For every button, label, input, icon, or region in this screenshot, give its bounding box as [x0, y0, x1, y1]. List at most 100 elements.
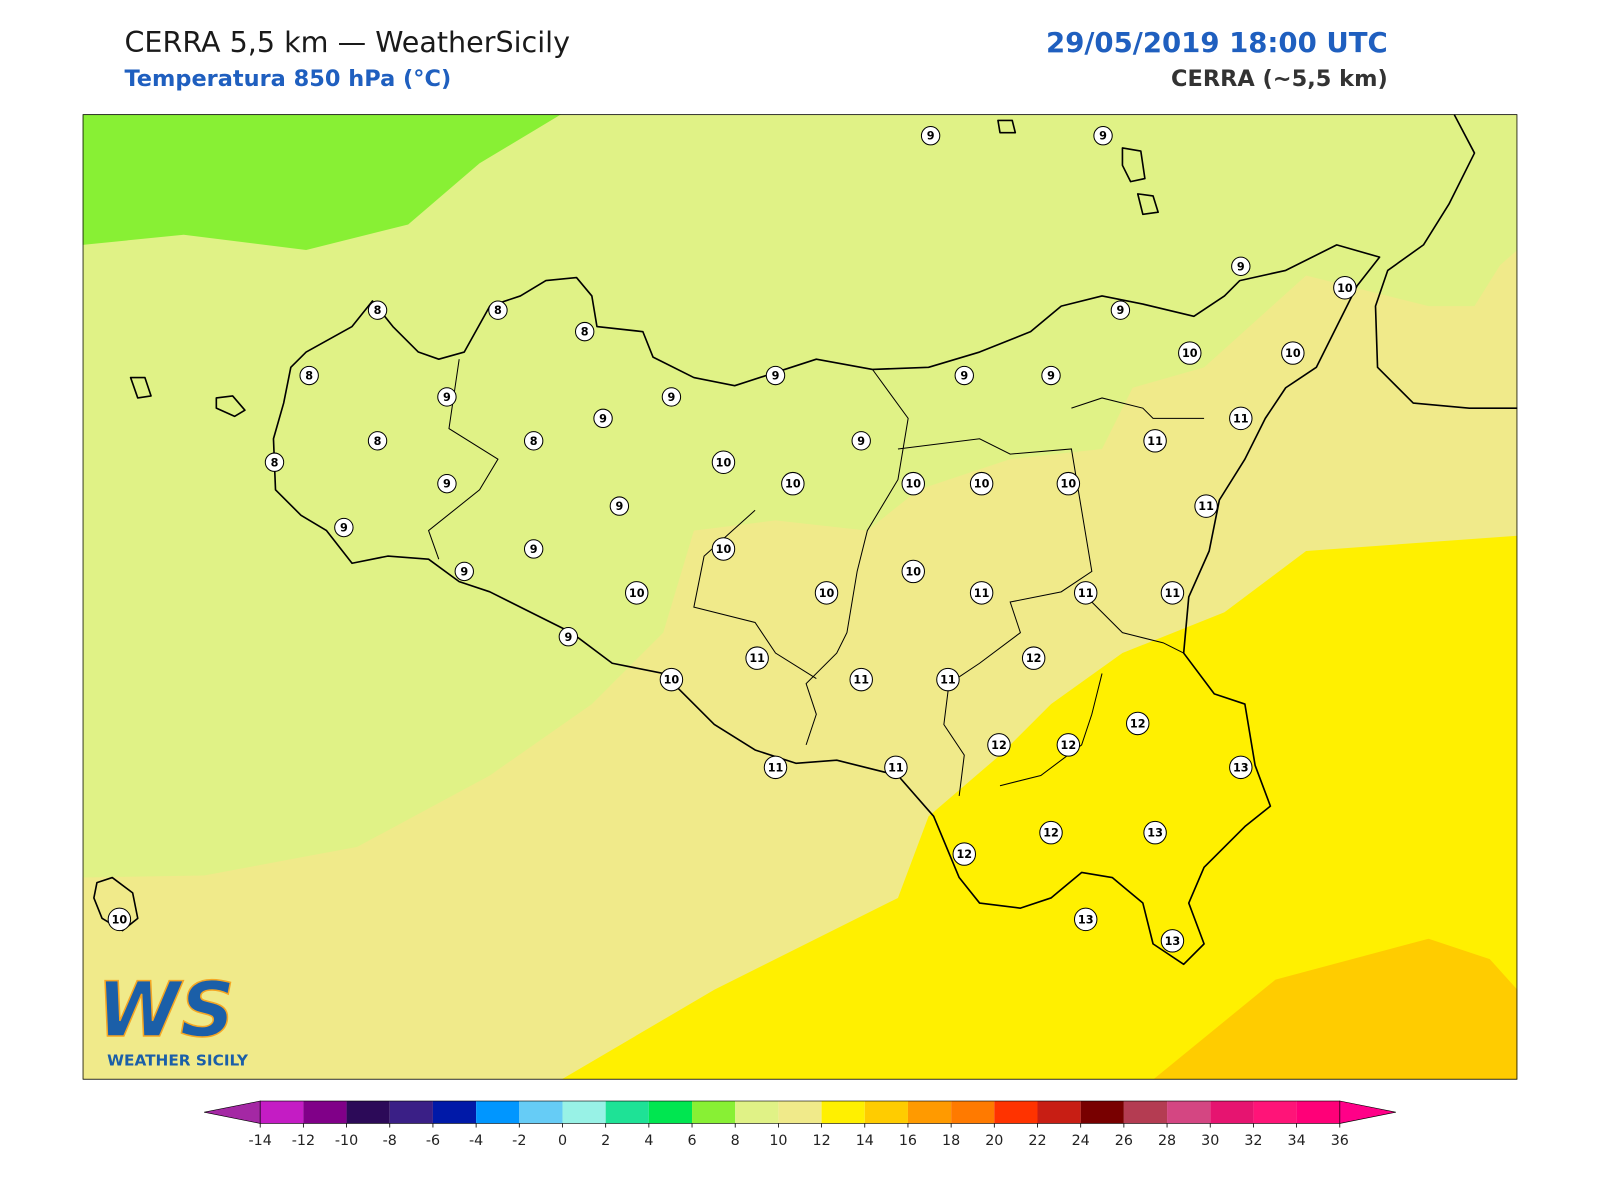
colorbar-segment	[1210, 1101, 1254, 1124]
station-value: 9	[443, 391, 451, 404]
logo-text: WEATHER SICILY	[107, 1052, 249, 1070]
temperature-band	[561, 535, 1518, 1080]
station-value: 9	[960, 370, 968, 383]
egadi	[129, 376, 246, 418]
colorbar-tick-label: 36	[1331, 1133, 1349, 1149]
station-marker	[969, 471, 994, 496]
canvas: CERRA 5,5 km — WeatherSicily Temperatura…	[82, 25, 1518, 1149]
station-value: 8	[374, 304, 382, 317]
colorbar-tick-label: 14	[856, 1133, 874, 1149]
colorbar-segment	[1037, 1101, 1081, 1124]
station-marker	[901, 471, 925, 496]
station-marker	[920, 126, 941, 146]
colorbar-tick-label: 4	[644, 1133, 653, 1149]
colorbar-tick-label: 34	[1288, 1133, 1306, 1149]
station-marker	[1229, 755, 1253, 780]
colorbar-segment	[864, 1101, 908, 1124]
colorbar: -14 -12 -10 -8 -6 -4 -2 0 2 4 6 8 10 12 14 16 18 20 22 24 26…	[204, 1100, 1396, 1149]
coastlines	[82, 114, 1518, 1080]
station-value: 10	[1061, 478, 1077, 491]
station-marker	[574, 321, 595, 342]
station-marker	[851, 431, 871, 451]
station-marker	[454, 561, 474, 582]
station-marker	[936, 667, 960, 692]
station-marker	[1178, 341, 1202, 365]
station-value: 10	[664, 674, 680, 687]
station-value: 9	[1237, 260, 1245, 273]
colorbar-over	[1339, 1100, 1396, 1124]
station-value: 11	[768, 761, 784, 774]
station-marker	[437, 473, 457, 494]
station-value: 12	[1026, 652, 1042, 665]
station-value: 10	[905, 565, 921, 578]
station-marker	[1073, 907, 1098, 932]
colorbar-segment	[907, 1101, 952, 1124]
colorbar-tick-label: 20	[985, 1133, 1003, 1149]
station-marker	[1160, 581, 1185, 605]
colorbar-tick-label: 28	[1158, 1133, 1176, 1149]
colorbar-under	[204, 1100, 261, 1124]
station-value: 11	[1147, 435, 1163, 448]
subtitle: Temperatura 850 hPa (°C)	[124, 66, 451, 92]
station-value: 10	[1182, 347, 1198, 360]
station-marker	[745, 646, 769, 670]
station-value: 9	[460, 565, 468, 578]
station-value: 9	[1116, 304, 1124, 317]
station-marker	[1143, 429, 1167, 453]
station-value: 9	[927, 130, 935, 143]
station-value: 12	[956, 848, 972, 861]
datetime: 29/05/2019 18:00 UTC	[1046, 27, 1388, 59]
station-value: 9	[668, 391, 676, 404]
station-value: 10	[716, 543, 732, 556]
station-value: 11	[888, 761, 904, 774]
station-marker	[107, 907, 132, 932]
calabria-coast	[1374, 114, 1518, 409]
station-value: 9	[530, 543, 538, 556]
station-value: 12	[1061, 739, 1077, 752]
colorbar-tick-label: 12	[813, 1133, 831, 1149]
station-marker	[765, 365, 786, 386]
station-marker	[711, 537, 736, 561]
station-marker	[437, 387, 457, 407]
station-marker	[558, 627, 579, 647]
colorbar-segment	[1296, 1101, 1340, 1124]
colorbar-tick-label: -6	[426, 1133, 440, 1149]
station-value: 10	[905, 478, 921, 491]
station-marker	[1229, 406, 1253, 431]
station-value: 13	[1078, 913, 1094, 926]
colorbar-tick-label: -10	[335, 1133, 358, 1149]
station-marker	[1160, 929, 1185, 953]
station-marker	[609, 496, 630, 516]
station-marker	[624, 581, 649, 605]
station-marker	[1093, 126, 1113, 146]
station-marker	[334, 517, 354, 538]
station-value: 9	[340, 522, 348, 535]
colorbar-tick-label: 10	[769, 1133, 787, 1149]
station-marker	[1110, 300, 1131, 320]
station-value: 10	[112, 913, 128, 926]
colorbar-segment	[1167, 1101, 1211, 1124]
station-marker	[523, 539, 544, 559]
station-value: 9	[1047, 370, 1055, 383]
eolie	[997, 119, 1159, 216]
station-marker	[1056, 733, 1081, 757]
colorbar-segment	[821, 1101, 865, 1124]
colorbar-segment	[346, 1101, 390, 1124]
colorbar-segment	[648, 1101, 693, 1124]
station-marker	[1143, 820, 1167, 845]
colorbar-tick-label: 18	[942, 1133, 960, 1149]
logo-mark: WS	[97, 966, 235, 1054]
station-marker	[367, 431, 388, 451]
station-value: 8	[305, 370, 313, 383]
station-layer: 9 9 9 10 8 8 8 9 10 10 8 9 9 9 9 9 9 11 8 8 9 11 8 10 9 10 10 10 10 9…	[107, 126, 1357, 953]
station-value: 10	[1285, 347, 1301, 360]
station-value: 8	[581, 326, 589, 339]
colorbar-segment	[1123, 1101, 1168, 1124]
station-value: 8	[271, 456, 279, 469]
colorbar-segment	[994, 1101, 1038, 1124]
colorbar-tick-label: -4	[469, 1133, 483, 1149]
station-value: 9	[772, 370, 780, 383]
station-marker	[299, 365, 319, 386]
station-value: 11	[853, 674, 869, 687]
colorbar-tick-label: 8	[731, 1133, 740, 1149]
